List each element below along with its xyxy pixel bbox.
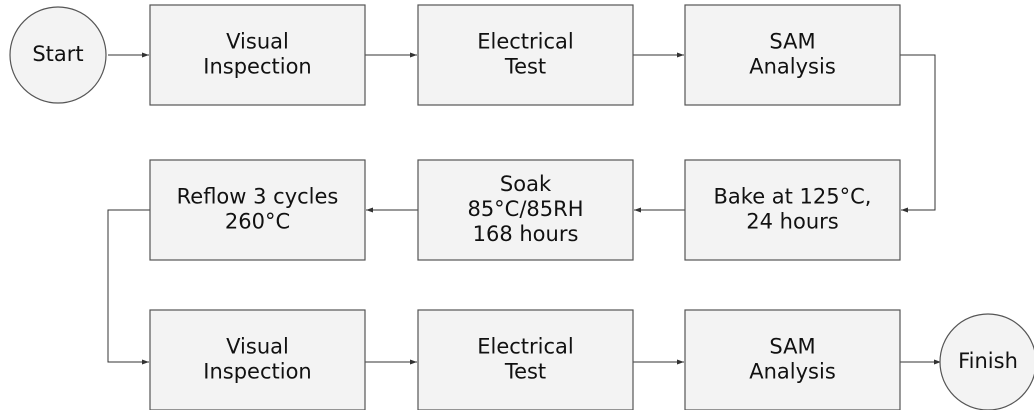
- node-label: Test: [504, 55, 546, 79]
- node-label: Inspection: [203, 360, 311, 384]
- node-label: Inspection: [203, 55, 311, 79]
- node-shape: [684, 159, 901, 261]
- node-label: Visual: [226, 335, 289, 359]
- connectors: [107, 52, 941, 365]
- node-label: 24 hours: [746, 210, 838, 234]
- node-shape: [684, 4, 901, 106]
- arrow: [900, 54, 936, 213]
- process-node: Bake at 125°C,24 hours: [684, 159, 901, 261]
- node-label: 168 hours: [473, 222, 579, 246]
- node-label: Soak: [500, 172, 552, 196]
- node-label: 260°C: [225, 210, 290, 234]
- nodes: StartVisualInspectionElectricalTestSAMAn…: [9, 4, 1034, 410]
- node-label: 85°C/85RH: [467, 197, 583, 221]
- node-shape: [9, 6, 107, 104]
- node-shape: [149, 4, 366, 106]
- node-shape: [417, 159, 634, 261]
- node-label: Test: [504, 360, 546, 384]
- node-label: Bake at 125°C,: [714, 185, 872, 209]
- node-shape: [939, 313, 1034, 410]
- node-shape: [149, 159, 366, 261]
- node-label: Electrical: [477, 30, 574, 54]
- node-label: Start: [32, 42, 83, 66]
- node-shape: [417, 4, 634, 106]
- node-label: Finish: [958, 349, 1018, 373]
- terminal-node: Start: [9, 6, 107, 104]
- node-shape: [149, 309, 366, 410]
- node-shape: [417, 309, 634, 410]
- node-label: Electrical: [477, 335, 574, 359]
- terminal-node: Finish: [939, 313, 1034, 410]
- node-label: Analysis: [749, 360, 836, 384]
- node-label: SAM: [769, 30, 815, 54]
- node-label: Reflow 3 cycles: [177, 185, 339, 209]
- arrow: [107, 209, 150, 365]
- node-label: Analysis: [749, 55, 836, 79]
- node-shape: [684, 309, 901, 410]
- node-label: Visual: [226, 30, 289, 54]
- node-label: SAM: [769, 335, 815, 359]
